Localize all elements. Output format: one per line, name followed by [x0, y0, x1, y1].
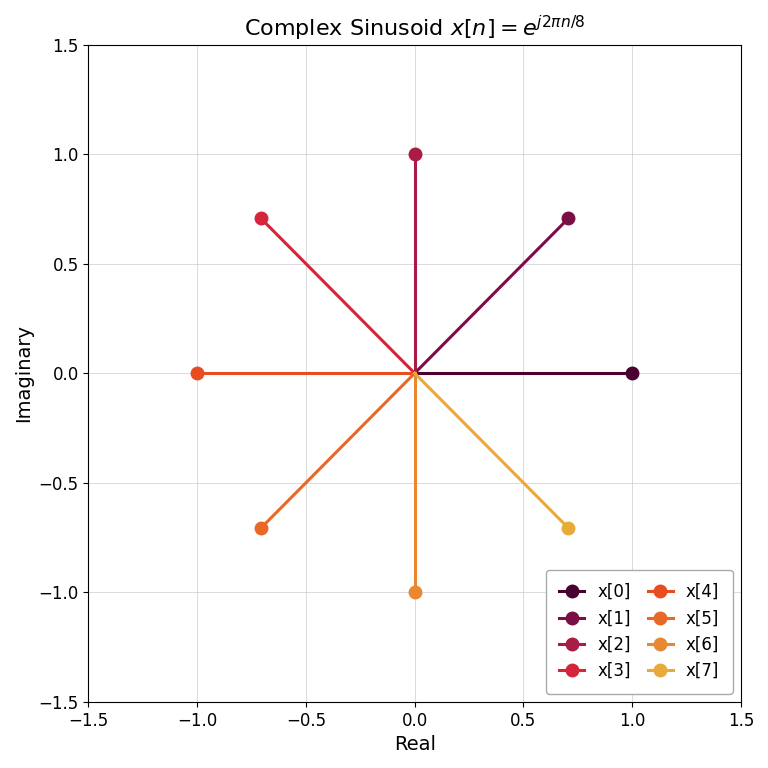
Y-axis label: Imaginary: Imaginary [14, 324, 33, 422]
X-axis label: Real: Real [394, 735, 435, 754]
Title: Complex Sinusoid $x[n] = e^{j2\pi n/8}$: Complex Sinusoid $x[n] = e^{j2\pi n/8}$ [244, 14, 585, 43]
Legend: x[0], x[1], x[2], x[3], x[4], x[5], x[6], x[7]: x[0], x[1], x[2], x[3], x[4], x[5], x[6]… [546, 570, 733, 694]
